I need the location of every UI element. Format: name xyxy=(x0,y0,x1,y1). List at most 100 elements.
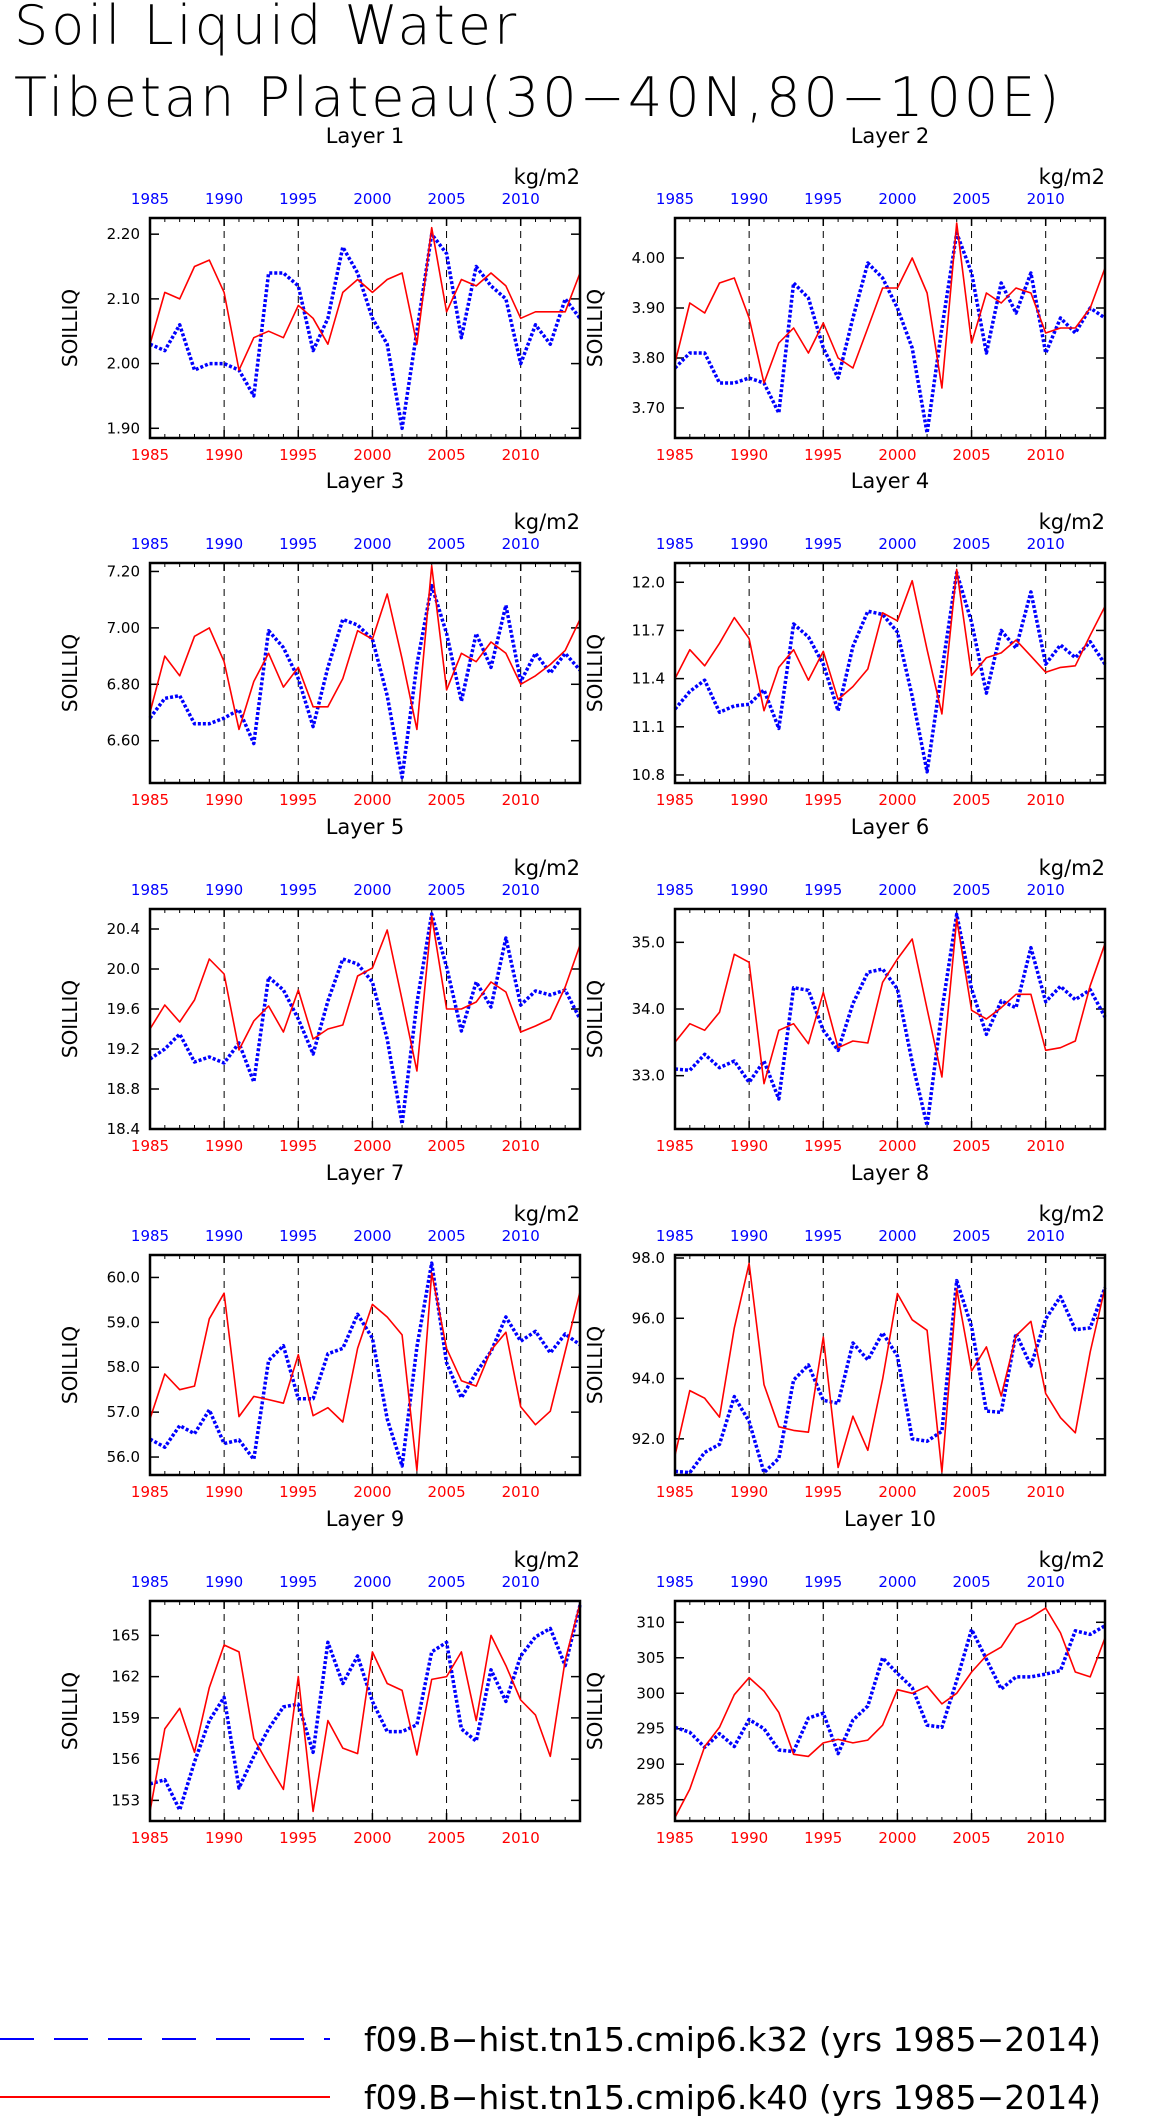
x-tick-label-top: 1990 xyxy=(730,881,768,899)
y-tick-label: 20.0 xyxy=(107,960,140,978)
x-tick-label-bottom: 2000 xyxy=(353,1829,391,1847)
x-tick-label-top: 1990 xyxy=(205,1573,243,1591)
legend-label-k32: f09.B−hist.tn15.cmip6.k32 (yrs 1985−2014… xyxy=(364,2020,1101,2059)
chart-panel: Layer 5 kg/m2 SOILLIQ 1985 1985 1990 1990 1995 1… xyxy=(58,815,582,1155)
x-tick-label-top: 1985 xyxy=(131,1227,169,1245)
x-tick-label-top: 1995 xyxy=(279,190,317,208)
chart-panel: Layer 10 kg/m2 SOILLIQ 1985 1985 1990 1990 1995… xyxy=(583,1507,1107,1847)
units-label: kg/m2 xyxy=(514,856,580,880)
x-tick-label-bottom: 1990 xyxy=(205,446,243,464)
x-tick-label-top: 1985 xyxy=(131,535,169,553)
y-tick-label: 290 xyxy=(636,1755,665,1773)
y-tick-label: 7.20 xyxy=(107,562,140,580)
y-axis-label: SOILLIQ xyxy=(583,1326,607,1404)
y-tick-label: 20.4 xyxy=(107,920,140,938)
x-tick-label-bottom: 2010 xyxy=(502,791,540,809)
y-axis-label: SOILLIQ xyxy=(583,289,607,367)
y-axis-label: SOILLIQ xyxy=(583,1672,607,1750)
series-line-k32 xyxy=(673,231,1106,435)
y-tick-label: 94.0 xyxy=(632,1370,665,1388)
x-tick-label-top: 1990 xyxy=(730,1573,768,1591)
y-axis-label: SOILLIQ xyxy=(58,1326,82,1404)
panel-title: Layer 7 xyxy=(326,1161,405,1185)
x-tick-label-top: 2000 xyxy=(878,1573,916,1591)
units-label: kg/m2 xyxy=(1039,1548,1105,1572)
x-tick-label-bottom: 2000 xyxy=(878,791,916,809)
y-tick-label: 162 xyxy=(111,1668,140,1686)
x-tick-label-top: 1995 xyxy=(804,1573,842,1591)
x-tick-label-bottom: 2010 xyxy=(1027,791,1065,809)
x-tick-label-top: 2005 xyxy=(952,535,990,553)
plot-frame xyxy=(148,561,582,785)
panel-title: Layer 3 xyxy=(326,469,405,493)
x-tick-label-top: 1990 xyxy=(205,1227,243,1245)
series-line-k40 xyxy=(674,918,1106,1085)
plot-frame xyxy=(673,1253,1107,1477)
x-tick-label-bottom: 2005 xyxy=(952,791,990,809)
figure-title-line1: Soil Liquid Water xyxy=(14,0,519,57)
x-tick-label-top: 2005 xyxy=(952,1573,990,1591)
y-tick-label: 19.2 xyxy=(107,1040,140,1058)
y-tick-label: 18.8 xyxy=(107,1080,140,1098)
x-tick-label-bottom: 1990 xyxy=(730,446,768,464)
x-tick-label-top: 2005 xyxy=(427,535,465,553)
x-tick-label-bottom: 2010 xyxy=(1027,1829,1065,1847)
x-tick-label-bottom: 2005 xyxy=(427,791,465,809)
chart-panel: Layer 1 kg/m2 SOILLIQ 1985 1985 1990 1990 1995 1… xyxy=(58,124,582,464)
series-line-k40 xyxy=(674,1262,1106,1473)
x-tick-label-top: 2010 xyxy=(1027,1227,1065,1245)
panel-title: Layer 9 xyxy=(326,1507,405,1531)
x-tick-label-bottom: 2000 xyxy=(878,446,916,464)
y-tick-label: 153 xyxy=(111,1791,140,1809)
y-tick-label: 57.0 xyxy=(107,1403,140,1421)
x-tick-label-bottom: 1995 xyxy=(804,791,842,809)
units-label: kg/m2 xyxy=(1039,1202,1105,1226)
x-tick-label-bottom: 2000 xyxy=(878,1137,916,1155)
series-line-k32 xyxy=(149,232,582,431)
x-tick-label-top: 2010 xyxy=(502,1573,540,1591)
x-tick-label-top: 2000 xyxy=(353,535,391,553)
chart-panel: Layer 4 kg/m2 SOILLIQ 1985 1985 1990 1990 1995 1… xyxy=(583,469,1107,809)
y-tick-label: 59.0 xyxy=(107,1313,140,1331)
units-label: kg/m2 xyxy=(514,165,580,189)
y-tick-label: 6.80 xyxy=(107,675,140,693)
x-tick-label-bottom: 2010 xyxy=(502,1829,540,1847)
plot-frame xyxy=(673,561,1107,785)
units-label: kg/m2 xyxy=(514,510,580,534)
x-tick-label-top: 1985 xyxy=(656,881,694,899)
x-tick-label-top: 1995 xyxy=(279,881,317,899)
x-tick-label-bottom: 1985 xyxy=(656,1137,694,1155)
x-tick-label-bottom: 2010 xyxy=(1027,1137,1065,1155)
x-tick-label-top: 1995 xyxy=(804,190,842,208)
x-tick-label-top: 2010 xyxy=(502,881,540,899)
x-tick-label-bottom: 1990 xyxy=(205,1483,243,1501)
series-line-k32 xyxy=(674,912,1107,1128)
y-tick-label: 18.4 xyxy=(107,1120,140,1138)
plot-frame xyxy=(673,1599,1107,1823)
x-tick-label-bottom: 2010 xyxy=(502,1137,540,1155)
y-tick-label: 33.0 xyxy=(632,1067,665,1085)
chart-panel: Layer 8 kg/m2 SOILLIQ 1985 1985 1990 1990 1995 1… xyxy=(583,1161,1107,1501)
y-tick-label: 285 xyxy=(636,1791,665,1809)
x-tick-label-bottom: 1985 xyxy=(656,446,694,464)
series-line-k40 xyxy=(149,226,581,371)
x-tick-label-top: 2005 xyxy=(427,1573,465,1591)
x-tick-label-bottom: 2005 xyxy=(952,1829,990,1847)
chart-panel: Layer 2 kg/m2 SOILLIQ 1985 1985 1990 1990 1995 1… xyxy=(583,124,1107,464)
x-tick-label-bottom: 1995 xyxy=(279,1137,317,1155)
x-tick-label-bottom: 2010 xyxy=(1027,1483,1065,1501)
x-tick-label-bottom: 2000 xyxy=(878,1483,916,1501)
series-line-k32 xyxy=(149,1261,582,1468)
series-line-k40 xyxy=(149,915,581,1072)
y-tick-label: 11.7 xyxy=(632,621,665,639)
x-tick-label-top: 1990 xyxy=(730,190,768,208)
x-tick-label-bottom: 1995 xyxy=(279,791,317,809)
x-tick-label-bottom: 1995 xyxy=(804,1137,842,1155)
x-tick-label-top: 2005 xyxy=(952,881,990,899)
panel-title: Layer 2 xyxy=(851,124,930,148)
plot-frame xyxy=(148,216,582,440)
chart-panel: Layer 7 kg/m2 SOILLIQ 1985 1985 1990 1990 1995 1… xyxy=(58,1161,582,1501)
y-tick-label: 96.0 xyxy=(632,1309,665,1327)
y-tick-label: 12.0 xyxy=(632,573,665,591)
